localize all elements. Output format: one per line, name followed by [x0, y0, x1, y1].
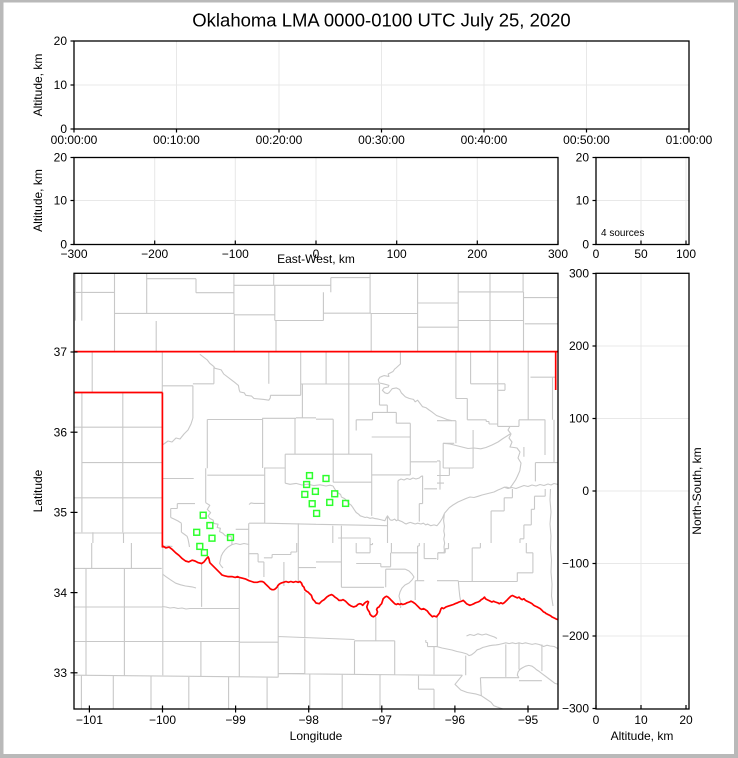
svg-text:Altitude, km: Altitude, km	[31, 169, 45, 232]
svg-text:−300: −300	[60, 247, 87, 261]
svg-text:00:50:00: 00:50:00	[563, 133, 610, 147]
svg-text:0: 0	[60, 238, 67, 252]
svg-text:North-South, km: North-South, km	[690, 447, 704, 534]
svg-text:0: 0	[582, 484, 589, 498]
svg-text:0: 0	[60, 122, 67, 136]
svg-text:34: 34	[54, 586, 68, 600]
svg-text:0: 0	[593, 713, 600, 727]
svg-text:01:00:00: 01:00:00	[666, 133, 713, 147]
svg-text:Altitude, km: Altitude, km	[31, 54, 45, 117]
svg-text:Oklahoma LMA 0000-0100 UTC Jul: Oklahoma LMA 0000-0100 UTC July 25, 2020	[192, 10, 570, 31]
svg-text:Altitude, km: Altitude, km	[611, 729, 674, 743]
svg-text:20: 20	[679, 713, 693, 727]
svg-text:−100: −100	[149, 713, 176, 727]
svg-text:Longitude: Longitude	[290, 729, 343, 743]
svg-text:200: 200	[467, 247, 487, 261]
svg-text:20: 20	[576, 151, 590, 165]
svg-text:100: 100	[387, 247, 407, 261]
svg-text:50: 50	[634, 247, 648, 261]
svg-text:00:30:00: 00:30:00	[358, 133, 405, 147]
svg-text:0: 0	[582, 238, 589, 252]
svg-text:200: 200	[569, 339, 589, 353]
svg-text:300: 300	[569, 267, 589, 281]
svg-text:−100: −100	[222, 247, 249, 261]
svg-text:33: 33	[54, 666, 68, 680]
svg-text:100: 100	[569, 412, 589, 426]
svg-text:35: 35	[54, 506, 68, 520]
svg-text:10: 10	[54, 78, 68, 92]
svg-text:20: 20	[54, 34, 68, 48]
svg-text:100: 100	[676, 247, 696, 261]
svg-text:−200: −200	[141, 247, 168, 261]
svg-text:00:00:00: 00:00:00	[51, 133, 98, 147]
svg-text:10: 10	[54, 194, 68, 208]
svg-text:−96: −96	[445, 713, 466, 727]
svg-text:−95: −95	[518, 713, 539, 727]
svg-text:−97: −97	[372, 713, 393, 727]
svg-text:4 sources: 4 sources	[601, 228, 644, 239]
svg-text:East-West, km: East-West, km	[277, 252, 355, 266]
svg-text:10: 10	[634, 713, 648, 727]
svg-text:0: 0	[593, 247, 600, 261]
svg-text:−300: −300	[562, 702, 589, 716]
svg-text:−99: −99	[225, 713, 246, 727]
svg-text:−200: −200	[562, 629, 589, 643]
svg-text:Latitude: Latitude	[31, 469, 45, 512]
svg-text:00:20:00: 00:20:00	[256, 133, 303, 147]
svg-text:36: 36	[54, 425, 68, 439]
svg-text:−101: −101	[76, 713, 103, 727]
svg-text:10: 10	[576, 194, 590, 208]
svg-text:20: 20	[54, 151, 68, 165]
svg-text:0: 0	[313, 247, 320, 261]
svg-text:300: 300	[548, 247, 568, 261]
svg-text:−98: −98	[299, 713, 320, 727]
svg-text:−100: −100	[562, 557, 589, 571]
svg-text:37: 37	[54, 345, 68, 359]
svg-text:00:10:00: 00:10:00	[153, 133, 200, 147]
svg-text:00:40:00: 00:40:00	[461, 133, 508, 147]
